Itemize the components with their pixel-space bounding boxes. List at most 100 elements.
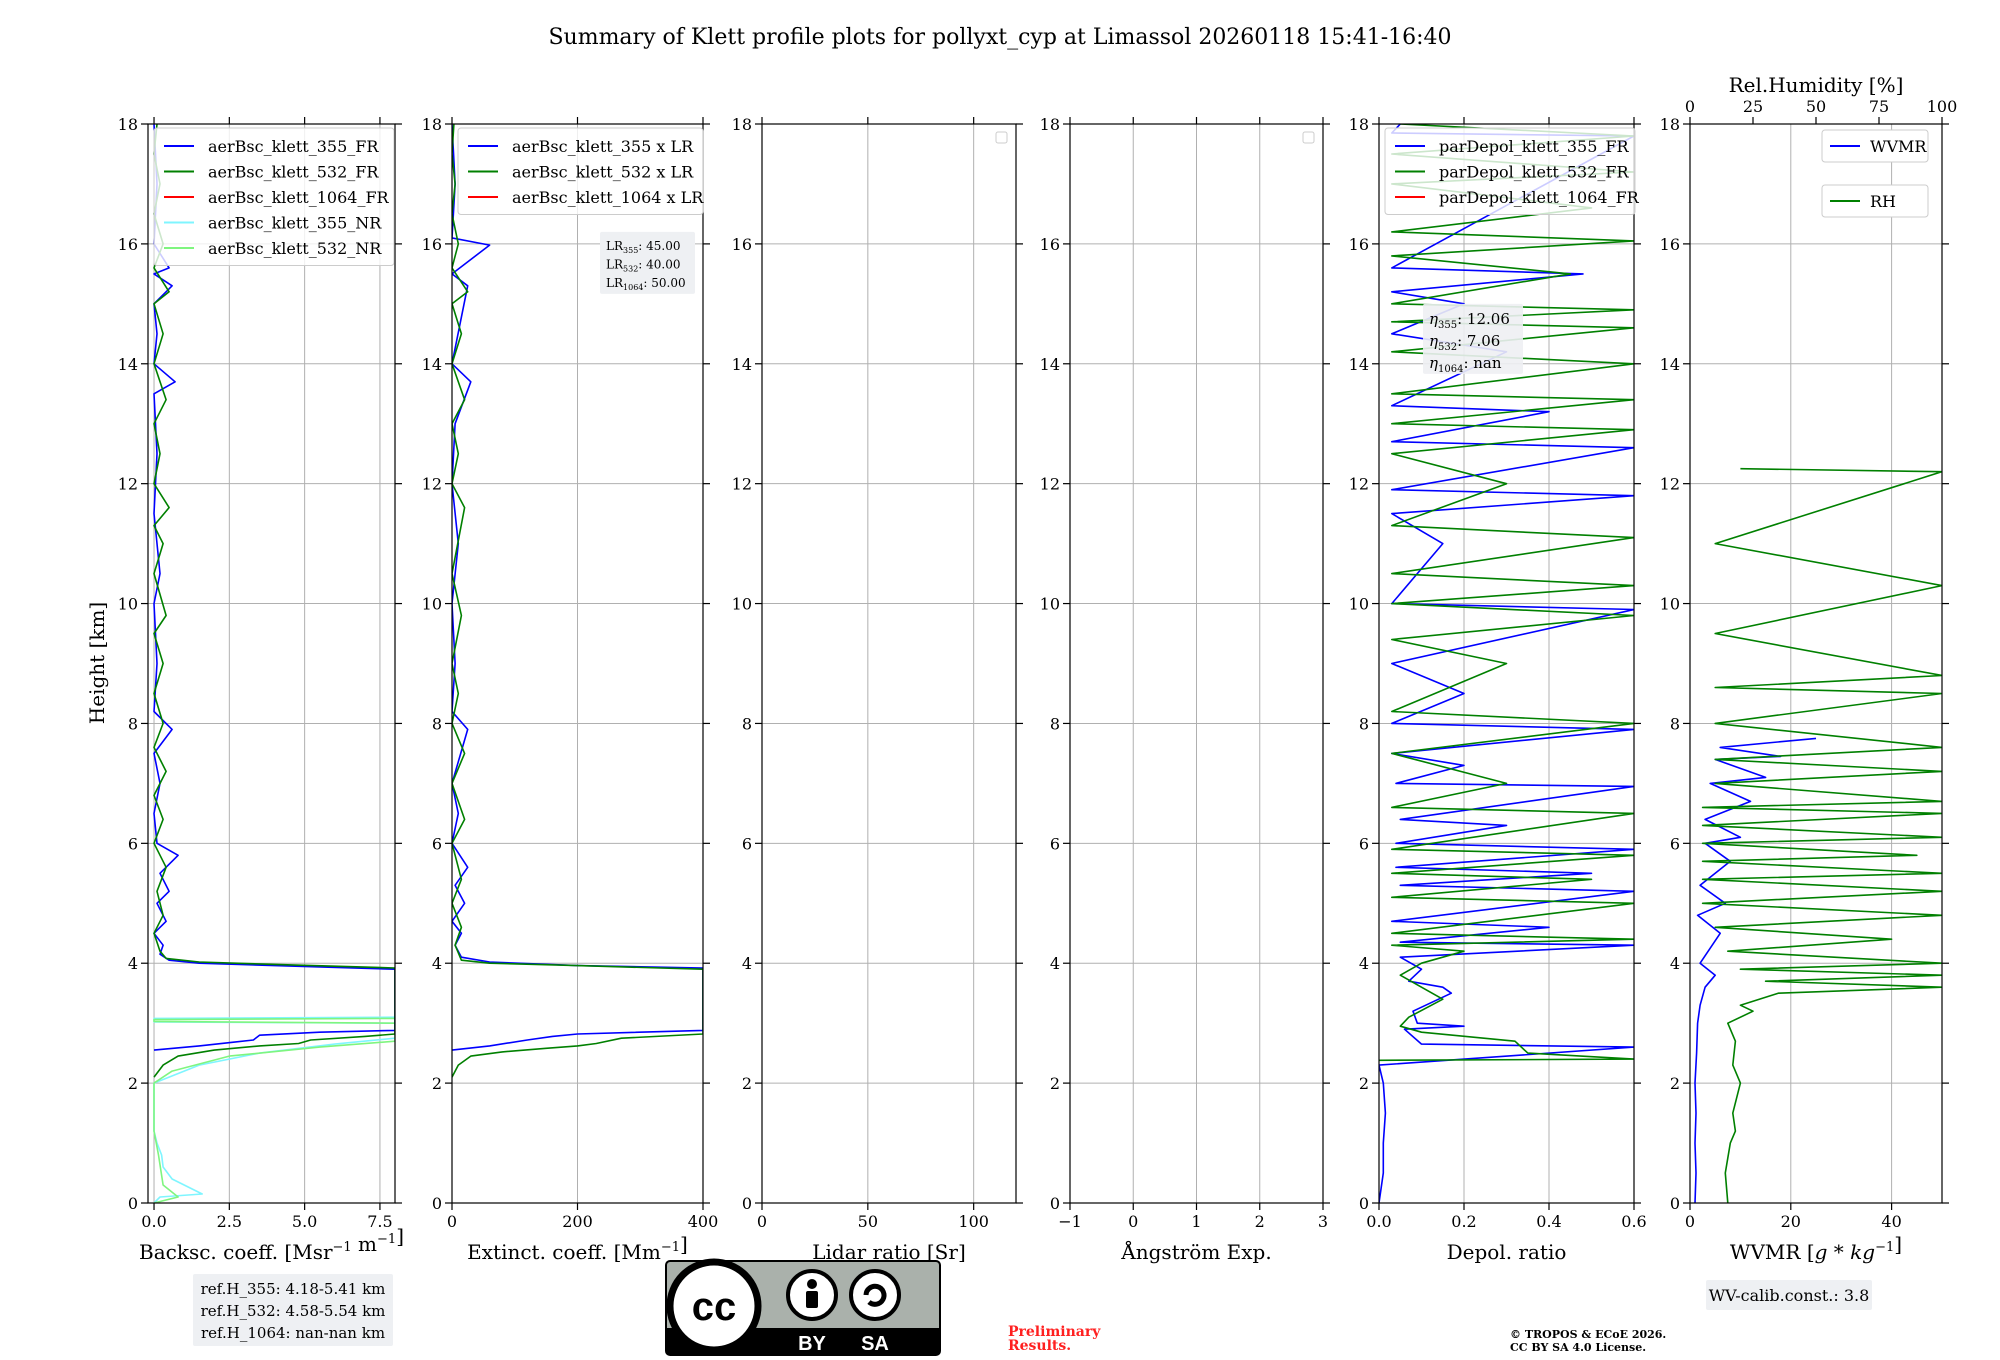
lr-annotation-bg xyxy=(600,231,695,294)
y-tick-label: 0 xyxy=(742,1194,752,1213)
ref-height-1064: ref.H_1064: nan-nan km xyxy=(201,1324,385,1342)
y-tick-label: 18 xyxy=(1349,115,1369,134)
eta-subscript: 532 xyxy=(1438,342,1457,353)
x-axis-label-sup: −1 xyxy=(1875,1240,1894,1255)
legend-box xyxy=(153,127,395,266)
series-line-aerBsc_klett_532_FR xyxy=(153,124,395,1078)
y-tick-label: 2 xyxy=(1359,1074,1369,1093)
y-tick-label: 16 xyxy=(422,235,442,254)
x-axis-label-sup: −1 xyxy=(333,1240,352,1255)
x-axis-label-italic: g * kg xyxy=(1815,1240,1875,1264)
series-line-parDepol_klett_355_FR xyxy=(1379,124,1634,1203)
series-line-aerBsc_klett_355_FR xyxy=(153,124,395,1051)
y-tick-label: 10 xyxy=(422,595,442,614)
lr-value: LR1064: 50.00 xyxy=(606,276,686,292)
legend-label: parDepol_klett_532_FR xyxy=(1439,163,1630,182)
x-tick-label: −1 xyxy=(1058,1212,1082,1231)
series-group xyxy=(1694,467,1942,1203)
x-axis-label-part: m xyxy=(352,1232,377,1256)
x-tick-label: 100 xyxy=(958,1212,989,1231)
legend: parDepol_klett_355_FR parDepol_klett_532_… xyxy=(1384,127,1640,215)
y-tick-label: 6 xyxy=(1050,834,1060,853)
y-tick-label: 4 xyxy=(1670,954,1680,973)
ref-height-355: ref.H_355: 4.18-5.41 km xyxy=(201,1280,386,1298)
y-tick-label: 10 xyxy=(1660,595,1680,614)
legend-empty-box xyxy=(995,131,1008,144)
y-tick-label: 0 xyxy=(1359,1194,1369,1213)
x-tick-label: 0 xyxy=(447,1212,457,1231)
eta-subscript: 1064 xyxy=(1438,364,1463,375)
y-tick-label: 16 xyxy=(1660,235,1680,254)
top-x-tick-label: 25 xyxy=(1743,97,1763,116)
legend-label: aerBsc_klett_532 x LR xyxy=(512,163,694,182)
y-tick-label: 12 xyxy=(1660,475,1680,494)
top-x-tick-label: 0 xyxy=(1685,97,1695,116)
eta-subscript: 355 xyxy=(1438,320,1457,331)
y-tick-label: 16 xyxy=(118,235,138,254)
y-tick-label: 4 xyxy=(128,954,138,973)
legend-entry: WVMR xyxy=(1821,129,1929,163)
y-tick-label: 0 xyxy=(1050,1194,1060,1213)
x-tick-label: 40 xyxy=(1881,1212,1901,1231)
eta-symbol: η xyxy=(1429,332,1438,350)
eta-number: : 7.06 xyxy=(1457,332,1500,350)
ref-height-532: ref.H_532: 4.58-5.54 km xyxy=(201,1302,386,1320)
axes-frame xyxy=(1378,123,1635,1204)
eta-value: η532: 7.06 xyxy=(1429,332,1500,353)
badge-sa: SA xyxy=(861,1333,889,1355)
eta-number: : nan xyxy=(1463,354,1501,372)
y-tick-label: 8 xyxy=(432,714,442,733)
x-tick-label: 200 xyxy=(562,1212,593,1231)
badge-by: BY xyxy=(798,1333,826,1355)
y-tick-label: 8 xyxy=(1670,714,1680,733)
legend-entry: RH xyxy=(1821,184,1929,218)
legend-label: parDepol_klett_355_FR xyxy=(1439,137,1630,156)
y-tick-label: 6 xyxy=(1670,834,1680,853)
series-group xyxy=(1379,124,1634,1203)
by-person-head xyxy=(807,1279,817,1289)
y-tick-label: 10 xyxy=(1040,595,1060,614)
y-tick-label: 16 xyxy=(732,235,752,254)
y-tick-label: 12 xyxy=(118,475,138,494)
legend-label: aerBsc_klett_355 x LR xyxy=(512,137,694,156)
y-tick-label: 8 xyxy=(742,714,752,733)
x-axis-label-part: WVMR [ xyxy=(1730,1240,1815,1264)
series-line-RH xyxy=(1701,467,1942,1203)
x-tick-label: 400 xyxy=(688,1212,719,1231)
x-tick-label: 3 xyxy=(1318,1212,1328,1231)
y-tick-label: 2 xyxy=(1670,1074,1680,1093)
top-x-tick-label: 50 xyxy=(1806,97,1826,116)
eta-annotation-bg xyxy=(1423,303,1523,374)
legend-label: parDepol_klett_1064_FR xyxy=(1439,188,1640,207)
legend: aerBsc_klett_355_FR aerBsc_klett_532_FRae… xyxy=(153,127,395,266)
x-tick-label: 0.2 xyxy=(1451,1212,1476,1231)
y-tick-label: 6 xyxy=(128,834,138,853)
top-axis-label: Rel.Humidity [%] xyxy=(1729,73,1904,97)
y-tick-label: 8 xyxy=(1359,714,1369,733)
wv-calib-box: WV-calib.const.: 3.8 xyxy=(1706,1280,1872,1310)
legend-label: aerBsc_klett_355_FR xyxy=(208,137,379,156)
x-axis-label: WVMR [g * kg−1] xyxy=(1730,1232,1902,1264)
y-tick-label: 8 xyxy=(128,714,138,733)
lr-number: : 40.00 xyxy=(638,257,680,271)
series-line-WVMR xyxy=(1694,737,1817,1203)
cc-by-sa-badge: cc BY SA xyxy=(665,1258,941,1356)
x-tick-label: 0.0 xyxy=(1366,1212,1391,1231)
x-axis-label-part: Extinct. coeff. [Mm xyxy=(467,1240,661,1264)
lr-prefix: LR xyxy=(606,239,624,253)
x-axis-label: Backsc. coeff. [Msr−1 m−1] xyxy=(139,1224,404,1264)
preliminary-line-1: Preliminary xyxy=(1008,1324,1101,1340)
legend-label: aerBsc_klett_1064_FR xyxy=(208,188,390,207)
x-axis-label: Depol. ratio xyxy=(1447,1240,1567,1264)
x-axis-label-sup: −1 xyxy=(661,1240,680,1255)
wv-calib-box-bg xyxy=(1706,1280,1872,1310)
y-tick-label: 4 xyxy=(742,954,752,973)
legend-box xyxy=(457,127,704,215)
y-tick-label: 14 xyxy=(732,355,752,374)
y-tick-label: 6 xyxy=(432,834,442,853)
cc-icon-letters: cc xyxy=(692,1285,737,1329)
axes-frame xyxy=(1689,123,1943,1204)
